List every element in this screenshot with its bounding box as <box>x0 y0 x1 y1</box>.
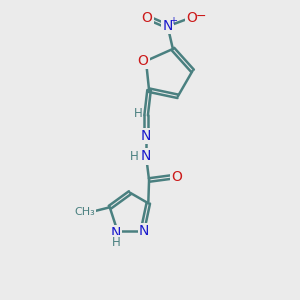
Text: CH₃: CH₃ <box>74 207 95 217</box>
Text: O: O <box>138 54 148 68</box>
Text: H: H <box>134 107 142 120</box>
Text: H: H <box>129 150 138 163</box>
Text: +: + <box>169 16 177 26</box>
Text: N: N <box>111 226 121 240</box>
Text: N: N <box>141 129 151 143</box>
Text: N: N <box>163 19 173 33</box>
Text: −: − <box>196 10 206 22</box>
Text: O: O <box>142 11 152 25</box>
Text: N: N <box>141 149 151 164</box>
Text: H: H <box>112 236 120 249</box>
Text: O: O <box>171 170 182 184</box>
Text: O: O <box>186 11 197 25</box>
Text: N: N <box>139 224 149 238</box>
